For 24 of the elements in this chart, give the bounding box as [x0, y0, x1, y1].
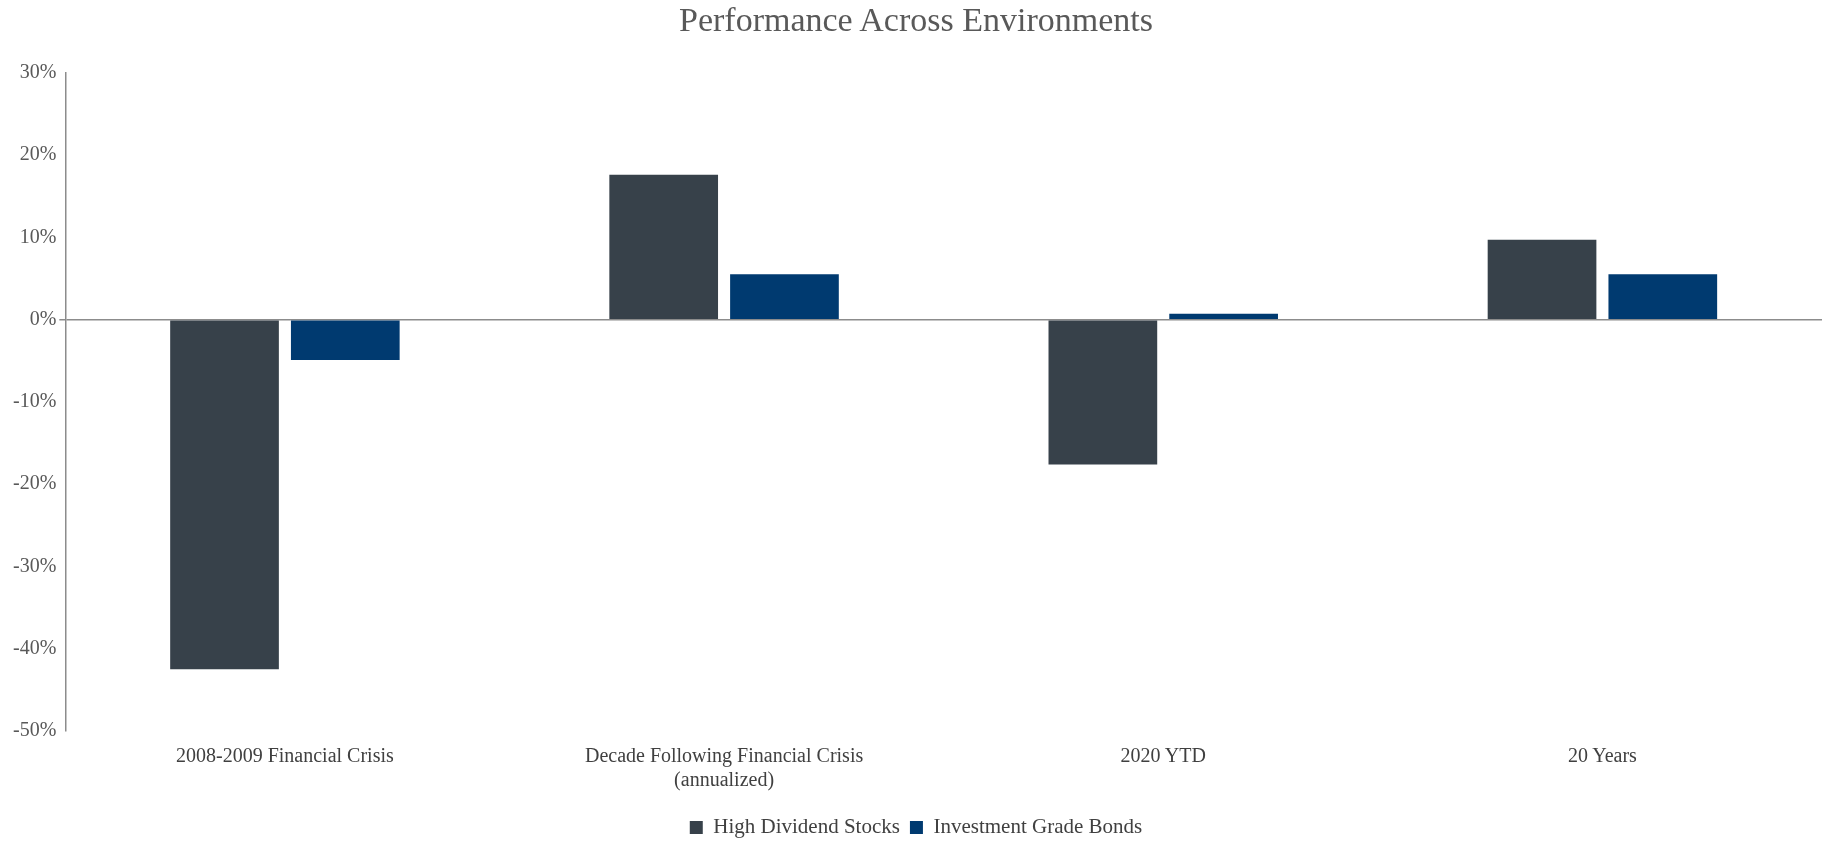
bar	[290, 320, 400, 360]
bar	[609, 174, 719, 319]
y-tick-label: 10%	[19, 224, 57, 247]
y-tick-label: -50%	[12, 718, 57, 741]
bar	[170, 320, 279, 670]
bar	[730, 274, 839, 319]
y-tick-label: -30%	[12, 553, 57, 576]
bar	[1608, 274, 1718, 319]
y-tick-label: -10%	[12, 389, 57, 412]
y-tick-label: -40%	[12, 635, 57, 658]
x-tick-label: 20 Years	[1567, 744, 1638, 767]
bar	[1048, 320, 1158, 465]
x-tick-label: 2020 YTD	[1120, 744, 1206, 767]
y-tick-label: -20%	[12, 471, 57, 494]
bar	[1169, 313, 1278, 319]
legend-label: High Dividend Stocks	[713, 814, 900, 839]
chart-title: Performance Across Environments	[679, 1, 1153, 39]
y-tick-label: 0%	[29, 306, 57, 329]
legend-label: Investment Grade Bonds	[933, 814, 1143, 839]
x-tick-label: Decade Following Financial Crisis (annualized)	[584, 744, 864, 792]
y-tick-label: 30%	[19, 60, 57, 83]
y-tick-label: 20%	[19, 142, 57, 165]
x-tick-label: 2008-2009 Financial Crisis	[176, 744, 394, 767]
bar	[1487, 239, 1597, 319]
